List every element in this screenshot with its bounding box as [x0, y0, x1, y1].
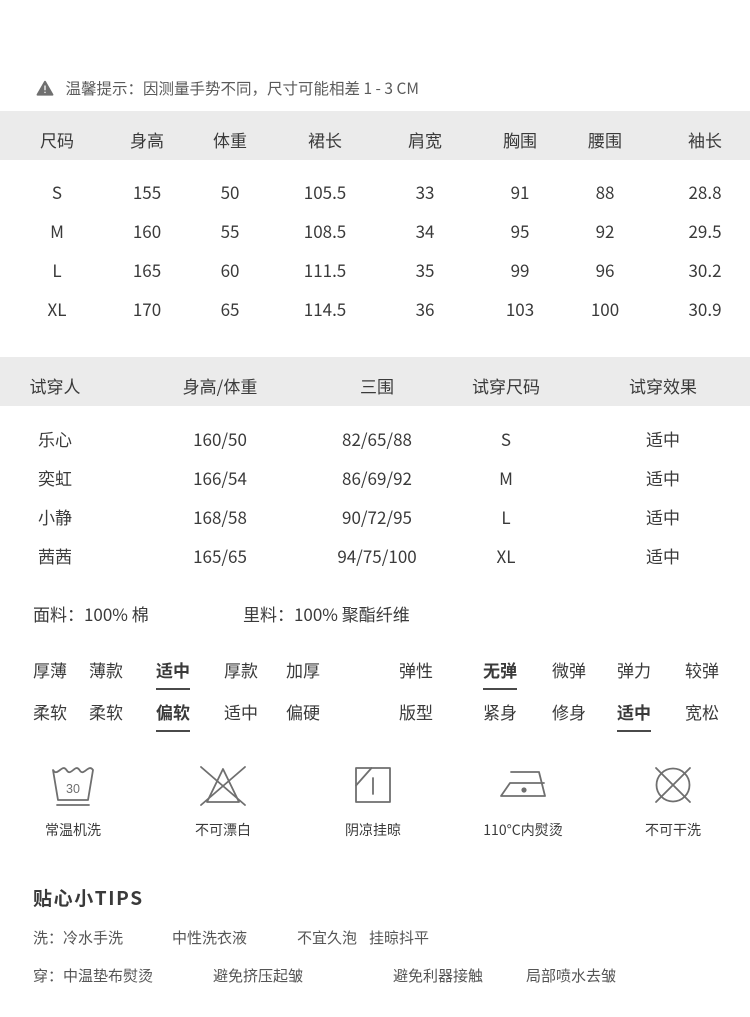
svg-text:30: 30 [66, 782, 80, 796]
